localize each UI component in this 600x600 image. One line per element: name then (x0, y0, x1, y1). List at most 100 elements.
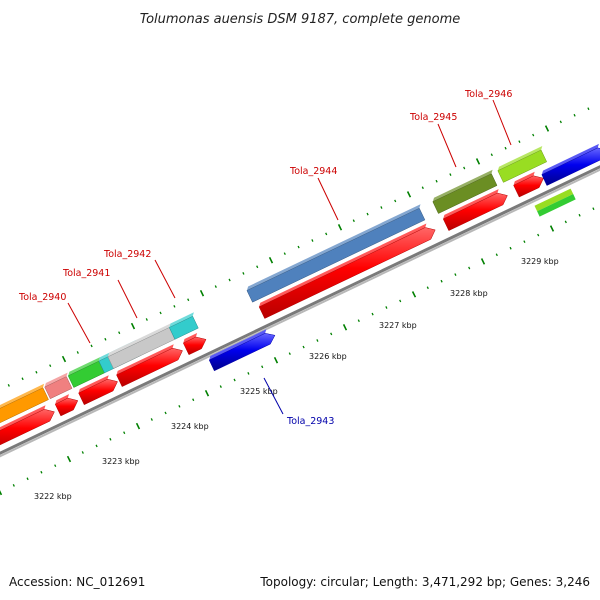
upper-tick-mark (76, 351, 79, 354)
leader-tola-2941 (117, 279, 138, 319)
kbp-label-3225: 3225 kbp (240, 387, 278, 396)
leader-tola-2946 (492, 99, 512, 146)
cds-arrow-1-top (55, 394, 69, 405)
gene-label-tola-2944[interactable]: Tola_2944 (289, 166, 337, 177)
upper-tick-mark (435, 179, 438, 183)
upper-tick-mark (532, 133, 535, 137)
feature-bar-gray-top (107, 323, 171, 357)
upper-tick-mark (337, 224, 343, 231)
upper-tick-mark (61, 355, 67, 363)
gene-label-tola-2945[interactable]: Tola_2945 (409, 112, 457, 123)
lower-tick-mark (509, 246, 512, 250)
upper-tick-mark (475, 158, 481, 165)
lower-tick-mark (371, 312, 374, 316)
feature-bar-green-lower (537, 194, 576, 217)
feature-bar-tola-2945-top (432, 169, 493, 202)
upper-tick-mark (214, 285, 217, 288)
cds-arrow-3-top (116, 344, 174, 375)
leader-tola-2942 (154, 259, 176, 299)
upper-tick-mark (256, 265, 259, 269)
lower-tick-mark (399, 299, 402, 303)
feature-bar-tola-2946-top (497, 146, 543, 171)
lower-tick-mark (204, 389, 210, 397)
feature-layer (0, 107, 600, 496)
lower-tick-mark (537, 233, 540, 237)
lower-tick-mark (247, 372, 250, 375)
gene-label-tola-2941[interactable]: Tola_2941 (62, 268, 110, 279)
upper-tick-mark (49, 364, 52, 367)
leader-tola-2944 (317, 177, 339, 221)
upper-tick-mark (297, 245, 300, 249)
gene-label-tola-2942[interactable]: Tola_2942 (103, 249, 151, 260)
cds-arrow-2 (78, 378, 118, 406)
accession-label: Accession: NC_012691 (9, 575, 145, 589)
lower-tick-mark (302, 345, 305, 349)
genome-backbone (0, 165, 600, 458)
feature-bar-pink-top (44, 372, 68, 387)
lower-tick-mark (40, 470, 43, 474)
leader-tola-2943 (263, 377, 284, 415)
cds-arrow-3 (116, 347, 183, 387)
lower-tick-mark (26, 477, 29, 481)
upper-tick-mark (283, 252, 286, 255)
forward-arrow-right-top (541, 143, 599, 175)
upper-tick-mark (35, 370, 38, 374)
kbp-label-3226: 3226 kbp (309, 352, 347, 361)
lower-tick-mark (95, 444, 98, 448)
upper-tick-mark (173, 305, 176, 308)
lower-tick-mark (316, 339, 319, 342)
feature-bar-tola-2944 (246, 207, 426, 303)
upper-tick-mark (118, 331, 121, 335)
lower-tick-mark (233, 378, 236, 382)
gene-label-tola-2943[interactable]: Tola_2943 (286, 416, 334, 427)
gene-labels: Tola_2940 Tola_2941 Tola_2942 Tola_2943 … (18, 89, 512, 427)
forward-arrow-tola-2943-top (209, 329, 267, 360)
lower-tick-mark (440, 279, 443, 283)
feature-bar-tola-2944-top (246, 204, 421, 291)
lower-tick-mark (178, 405, 181, 408)
lower-tick-mark (385, 306, 388, 309)
upper-tick-mark (449, 173, 452, 176)
lower-tick-mark (592, 207, 595, 211)
lower-tick-mark (81, 451, 84, 454)
lower-tick-mark (288, 352, 291, 355)
lower-tick-mark (109, 437, 112, 441)
lower-tick-mark (454, 273, 457, 276)
cds-arrow-4 (182, 336, 207, 356)
cds-arrow-5 (258, 227, 436, 319)
upper-tick-mark (518, 140, 521, 143)
lower-tick-mark (219, 385, 222, 388)
cds-arrow-6-top (443, 189, 499, 219)
feature-bar-pink (44, 376, 73, 400)
lower-tick-mark (330, 332, 333, 336)
lower-tick-mark (0, 490, 3, 496)
kbp-label-3223: 3223 kbp (102, 457, 140, 466)
feature-bar-green-top (68, 357, 101, 376)
lower-tick-mark (480, 258, 486, 265)
lower-tick-mark (54, 464, 57, 467)
upper-tick-mark (268, 256, 274, 264)
upper-tick-mark (490, 153, 493, 157)
lower-tick-mark (426, 286, 429, 290)
upper-tick-mark (130, 322, 136, 330)
feature-bar-cyan-2 (168, 315, 199, 340)
upper-tick-mark (325, 232, 328, 236)
upper-tick-mark (366, 212, 369, 216)
gene-leader-lines (67, 99, 512, 415)
upper-tick-mark (199, 289, 205, 297)
cds-arrow-7-top (513, 171, 535, 186)
upper-tick-mark (145, 318, 148, 321)
lower-tick-mark (411, 291, 417, 298)
upper-tick-mark (421, 186, 424, 190)
feature-bar-tola-2945 (432, 173, 498, 214)
feature-bar-orange (0, 387, 49, 424)
lower-tick-mark (192, 398, 195, 402)
gene-label-tola-2946[interactable]: Tola_2946 (464, 89, 512, 100)
upper-tick-mark (187, 298, 190, 302)
kbp-label-3228: 3228 kbp (450, 289, 488, 298)
feature-bar-lime-lower (534, 188, 574, 212)
upper-tick-mark (311, 239, 314, 242)
cds-arrow-7 (513, 175, 544, 198)
gene-label-tola-2940[interactable]: Tola_2940 (18, 292, 66, 303)
